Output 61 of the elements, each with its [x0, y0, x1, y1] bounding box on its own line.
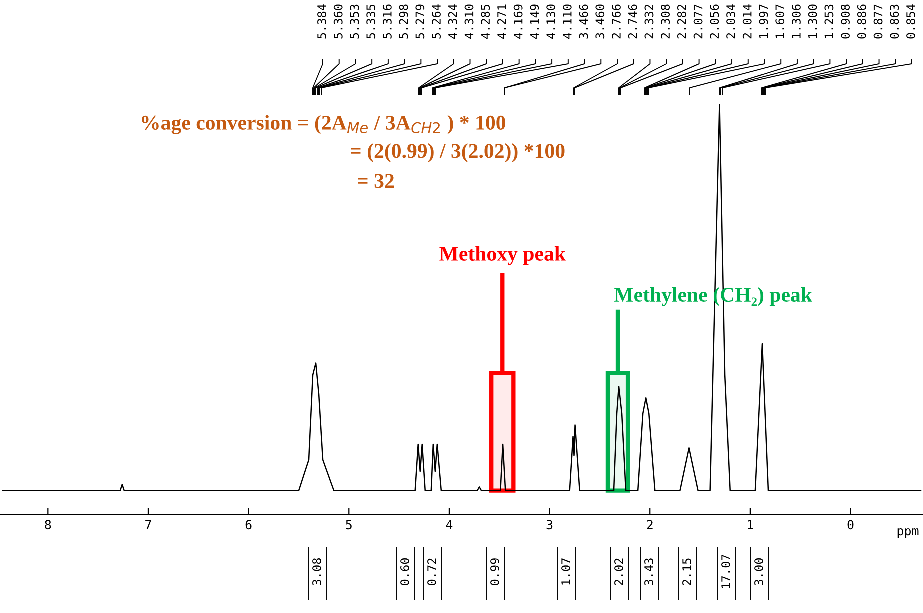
- annotation: %age conversion = (2A$_{Me}$ / 3A$_{CH2}$ ) * 100: [142, 115, 506, 134]
- text: 4.110: [562, 4, 572, 39]
- text: 3.00: [754, 558, 764, 586]
- text: 2.056: [710, 4, 720, 39]
- x-tick-label: 2: [647, 520, 653, 530]
- text: 1.07: [562, 558, 570, 585]
- text: 4.285: [481, 4, 490, 39]
- text: 17.07: [722, 555, 730, 588]
- x-tick-label: 1: [748, 520, 754, 530]
- text: 0.99: [490, 558, 500, 586]
- text: 2.014: [742, 4, 752, 39]
- x-tick-label: 4: [446, 520, 453, 530]
- text: 2.282: [677, 5, 686, 39]
- text: 1.300: [808, 4, 818, 38]
- x-tick-label: 8: [45, 520, 52, 530]
- text: 1.997: [759, 4, 768, 38]
- x-tick-label: 5: [346, 520, 352, 530]
- band-label: Methoxy peak: [440, 246, 566, 266]
- x-axis-title: ppm: [898, 528, 919, 538]
- text: 5.353: [350, 4, 360, 39]
- text: 2.034: [726, 4, 736, 39]
- text: 5.298: [399, 4, 408, 39]
- text: 4.130: [546, 4, 556, 39]
- text: 1.253: [824, 4, 834, 38]
- text: 3.460: [596, 4, 605, 39]
- text: 0.877: [874, 4, 883, 39]
- text: 2.308: [661, 4, 670, 39]
- text: 2.02: [614, 558, 624, 586]
- text: 3.43: [644, 558, 654, 586]
- text: 2.766: [612, 4, 621, 39]
- annotation: = 32: [358, 174, 394, 188]
- x-tick-label: 0: [848, 520, 854, 530]
- text: 4.271: [498, 4, 506, 39]
- text: 1.607: [776, 4, 785, 38]
- text: 0.886: [857, 4, 866, 39]
- text: 4.149: [530, 4, 540, 39]
- text: 5.335: [366, 4, 376, 39]
- text: 0.854: [906, 4, 916, 39]
- x-tick-label: 7: [146, 520, 152, 530]
- text: 5.316: [382, 4, 392, 39]
- text: 5.360: [334, 4, 343, 39]
- text: 0.60: [400, 558, 410, 586]
- x-tick-label: 3: [546, 520, 553, 530]
- text: 4.169: [514, 4, 523, 39]
- text: 2.746: [628, 4, 638, 39]
- x-tick-label: 6: [246, 520, 252, 530]
- text: 1.306: [792, 4, 801, 38]
- text: 2.332: [644, 5, 654, 39]
- text: 2.15: [682, 558, 692, 586]
- text: 0.908: [841, 4, 850, 39]
- annotation: = (2(0.99) / 3(2.02)) *100: [351, 144, 565, 162]
- text: 4.324: [448, 4, 458, 39]
- text: 3.466: [579, 4, 588, 39]
- text: 5.279: [416, 4, 425, 39]
- text: 3.08: [312, 558, 322, 586]
- text: 5.384: [318, 4, 326, 39]
- text: 0.863: [890, 4, 900, 39]
- text: 5.264: [432, 4, 441, 39]
- text: 4.310: [464, 4, 474, 39]
- text: 2.077: [694, 4, 703, 39]
- text: 0.72: [428, 558, 436, 586]
